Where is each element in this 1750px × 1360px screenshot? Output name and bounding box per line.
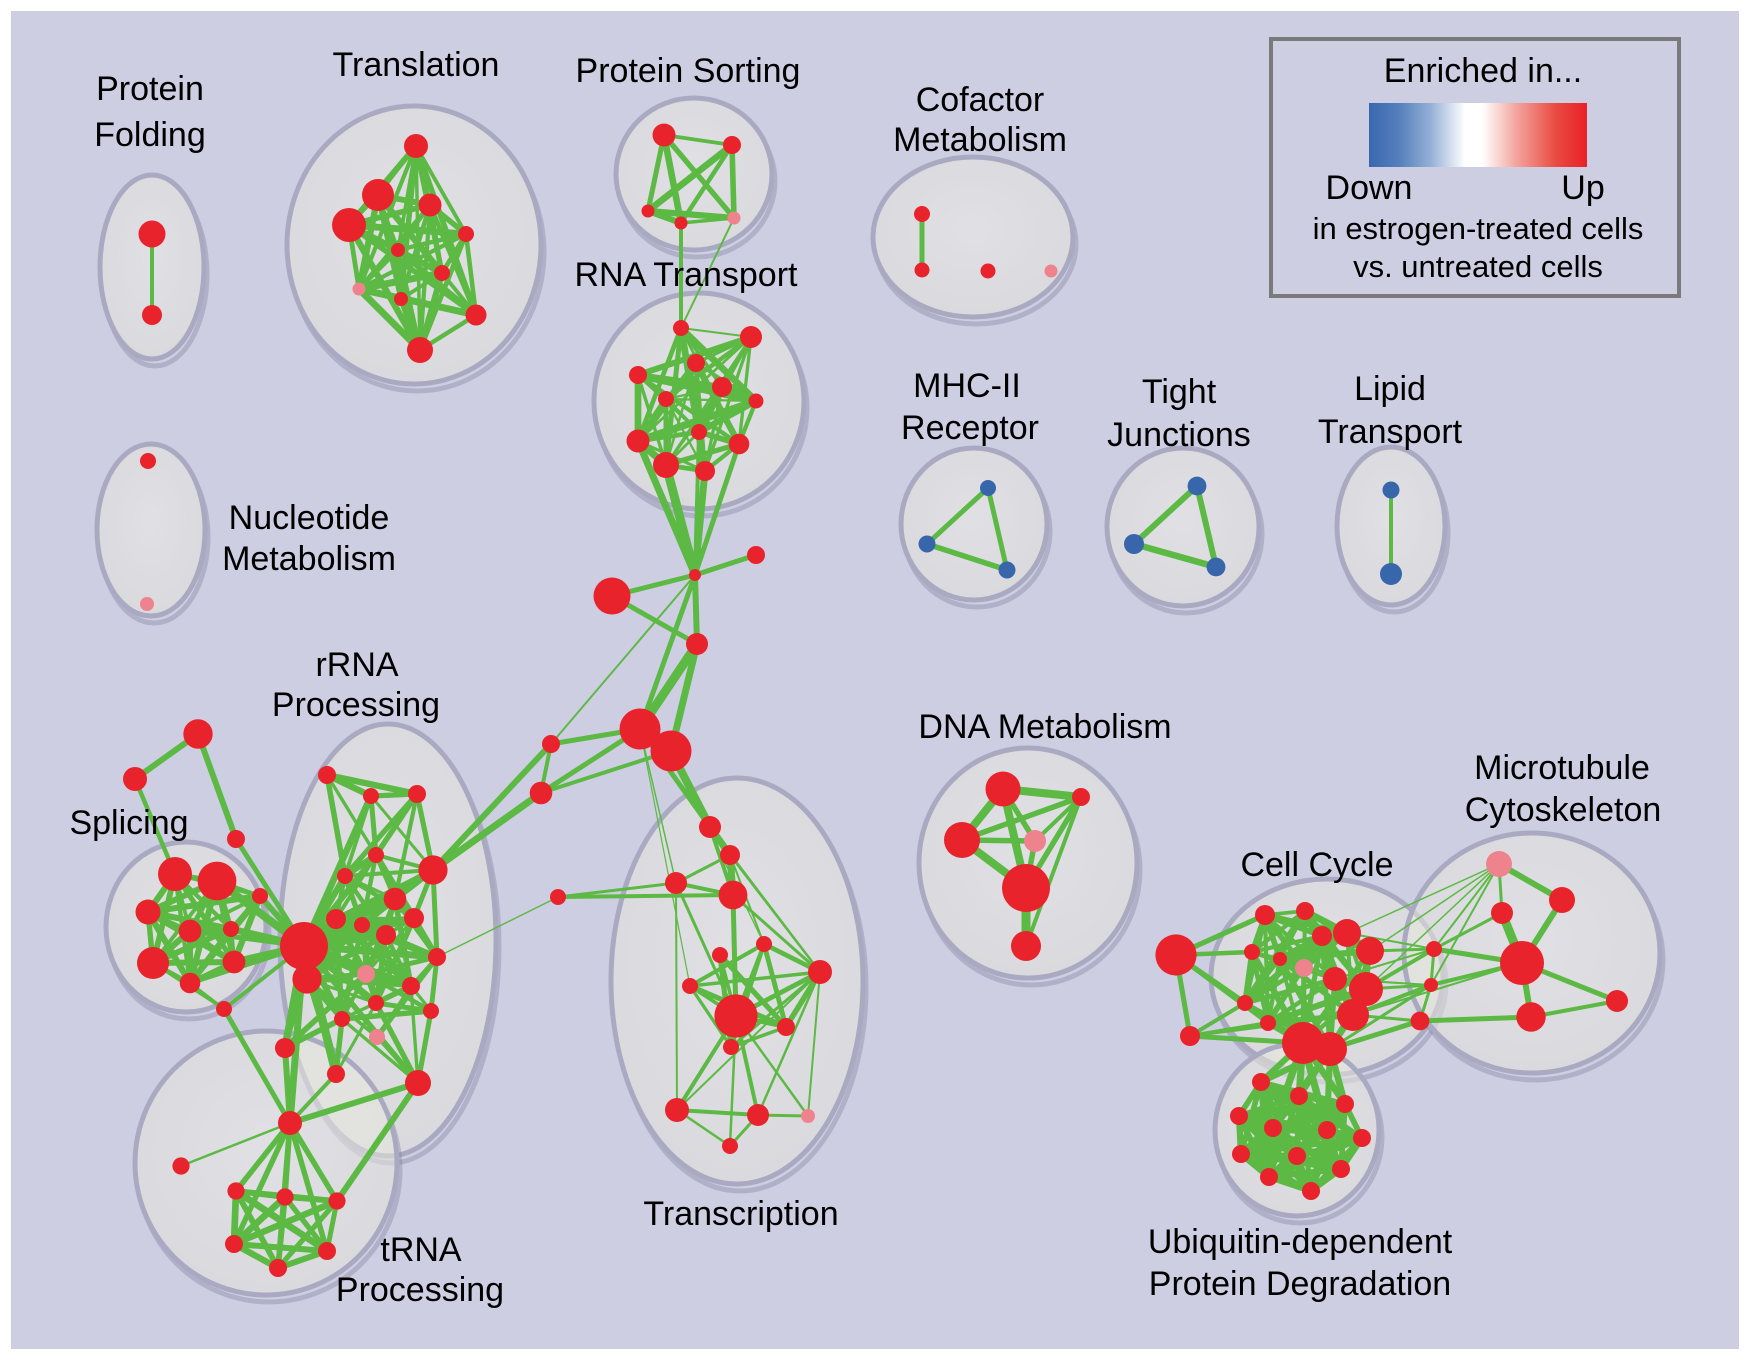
- svg-text:Cytoskeleton: Cytoskeleton: [1465, 791, 1662, 829]
- svg-text:Up: Up: [1561, 169, 1604, 207]
- svg-text:Microtubule: Microtubule: [1474, 749, 1650, 787]
- svg-text:Junctions: Junctions: [1107, 416, 1251, 454]
- svg-text:RNA Transport: RNA Transport: [575, 256, 799, 294]
- svg-text:Nucleotide: Nucleotide: [229, 499, 390, 537]
- svg-text:DNA Metabolism: DNA Metabolism: [918, 708, 1171, 746]
- svg-text:Protein Sorting: Protein Sorting: [576, 52, 801, 90]
- svg-text:Cell Cycle: Cell Cycle: [1240, 846, 1393, 884]
- svg-text:Cofactor: Cofactor: [916, 81, 1045, 119]
- svg-text:Protein: Protein: [96, 70, 204, 108]
- svg-text:Metabolism: Metabolism: [893, 121, 1067, 159]
- svg-text:vs. untreated cells: vs. untreated cells: [1353, 249, 1603, 284]
- svg-text:Down: Down: [1326, 169, 1413, 207]
- svg-text:Translation: Translation: [333, 46, 500, 84]
- svg-text:Splicing: Splicing: [69, 804, 188, 842]
- svg-text:Transport: Transport: [1318, 413, 1463, 451]
- svg-text:Metabolism: Metabolism: [222, 540, 396, 578]
- svg-text:Folding: Folding: [94, 116, 206, 154]
- svg-text:tRNA: tRNA: [380, 1231, 462, 1269]
- svg-text:Lipid: Lipid: [1354, 370, 1426, 408]
- svg-text:Enriched in...: Enriched in...: [1384, 52, 1582, 90]
- svg-text:rRNA: rRNA: [315, 646, 398, 684]
- svg-text:Ubiquitin-dependent: Ubiquitin-dependent: [1148, 1223, 1453, 1261]
- svg-text:Receptor: Receptor: [901, 409, 1039, 447]
- svg-text:in estrogen-treated cells: in estrogen-treated cells: [1313, 211, 1644, 246]
- svg-text:Tight: Tight: [1142, 373, 1217, 411]
- svg-text:Transcription: Transcription: [643, 1195, 838, 1233]
- svg-text:Processing: Processing: [336, 1271, 504, 1309]
- svg-text:MHC-II: MHC-II: [913, 367, 1021, 405]
- svg-text:Processing: Processing: [272, 686, 440, 724]
- svg-text:Protein Degradation: Protein Degradation: [1149, 1265, 1451, 1303]
